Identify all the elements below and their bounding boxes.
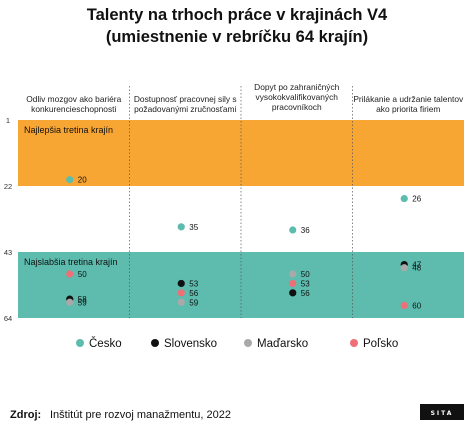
band-label-3: Najslabšia tretina krajín — [24, 257, 118, 267]
sita-logo-background — [420, 404, 464, 420]
data-label: 20 — [78, 176, 87, 185]
category-label: konkurencieschopnosti — [31, 104, 116, 114]
data-point — [289, 289, 297, 297]
y-tick-label: 22 — [4, 182, 12, 191]
data-point — [289, 270, 297, 278]
data-label: 56 — [189, 289, 198, 298]
category-label: pracovníkoch — [272, 102, 322, 112]
plot-area: Najlepšia tretina krajín Najslabšia treti… — [4, 82, 464, 323]
legend-label: Slovensko — [164, 338, 217, 350]
category-label: požadovanými zručnosťami — [134, 104, 236, 114]
category-label: vysokokvalifikovaných — [256, 92, 339, 102]
data-label: 59 — [78, 298, 87, 307]
data-label: 36 — [301, 226, 310, 235]
source-label: Zdroj: — [10, 409, 41, 421]
data-label: 26 — [412, 195, 421, 204]
legend-label: Česko — [89, 337, 122, 350]
data-point — [177, 223, 185, 231]
sita-logo-text: SITA — [431, 410, 454, 417]
chart-title-line1: Talenty na trhoch práce v krajinách V4 — [87, 6, 388, 24]
data-point — [400, 194, 408, 203]
source-text: Inštitút pre rozvoj manažmentu, 2022 — [50, 409, 231, 421]
data-point — [177, 279, 185, 288]
category-label: Odliv mozgov ako bariéra — [26, 94, 121, 104]
legend-marker — [76, 339, 84, 347]
data-point — [400, 264, 408, 272]
data-label: 50 — [301, 270, 310, 279]
data-point — [66, 298, 74, 306]
data-label: 56 — [301, 289, 310, 298]
data-point — [177, 298, 185, 306]
data-label: 50 — [78, 270, 87, 279]
y-tick-label: 1 — [6, 116, 10, 125]
legend-label: Maďarsko — [257, 338, 308, 350]
y-tick-label: 64 — [4, 314, 12, 323]
sita-logo: SITA — [420, 404, 464, 420]
category-label: Dopyt po zahraničných — [254, 82, 340, 92]
legend-label: Poľsko — [363, 338, 398, 350]
legend-marker — [151, 339, 159, 347]
data-label: 59 — [189, 298, 198, 307]
data-point — [400, 301, 408, 310]
band-label-1: Najlepšia tretina krajín — [24, 125, 113, 135]
data-label: 58 — [78, 295, 87, 304]
y-tick-label: 43 — [4, 248, 12, 257]
data-label: 35 — [189, 223, 198, 232]
data-label: 48 — [412, 264, 421, 273]
data-point — [66, 176, 74, 184]
legend: Česko Slovensko Maďarsko Poľsko — [76, 337, 398, 350]
chart-title-line2: (umiestnenie v rebríčku 64 krajín) — [106, 28, 368, 46]
legend-marker — [350, 339, 358, 347]
legend-marker — [244, 339, 252, 347]
data-label: 47 — [412, 261, 421, 270]
data-point — [177, 289, 185, 297]
category-label: ako priorita firiem — [376, 104, 440, 114]
data-label: 60 — [412, 301, 421, 310]
data-point — [289, 226, 297, 234]
category-label: Dostupnosť pracovnej sily s — [134, 94, 237, 104]
data-point — [66, 270, 74, 278]
data-label: 53 — [301, 279, 310, 288]
data-label: 53 — [189, 279, 198, 288]
category-label: Prilákanie a udržanie talentov — [353, 94, 464, 104]
data-point — [289, 279, 297, 288]
